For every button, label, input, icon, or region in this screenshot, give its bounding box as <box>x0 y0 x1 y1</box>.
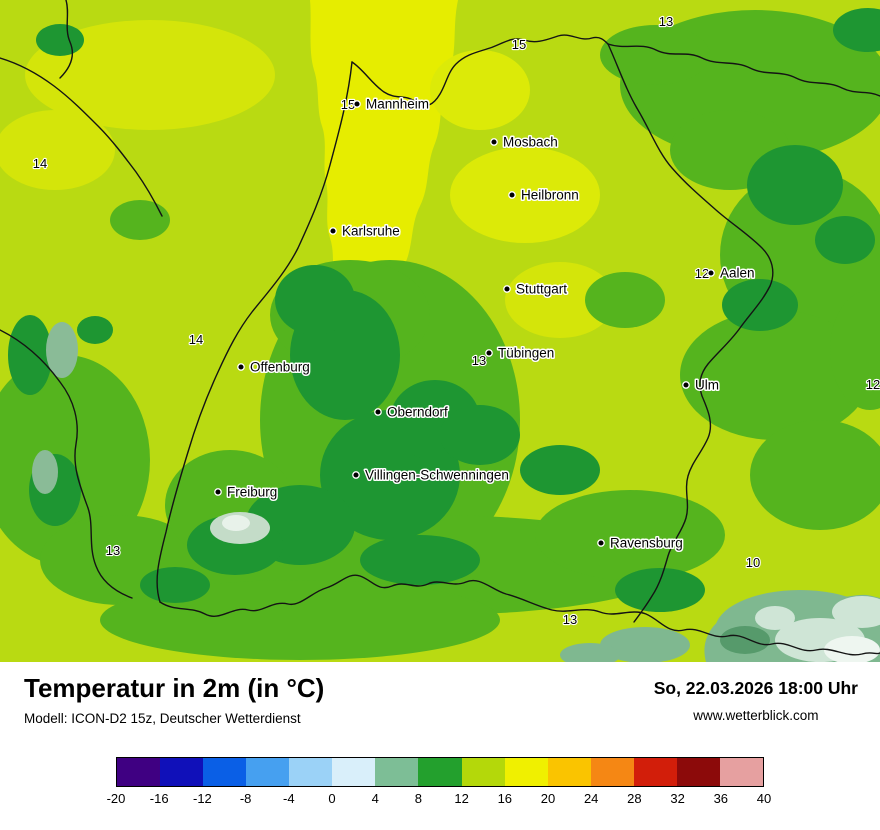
city-marker-aalen: Aalen <box>707 264 756 282</box>
colorbar-tick-label: 32 <box>670 791 685 806</box>
city-marker-stuttgart: Stuttgart <box>503 280 569 298</box>
colorbar-segment <box>117 758 161 786</box>
city-label: Ravensburg <box>610 536 683 551</box>
city-marker-t-bingen: Tübingen <box>485 344 556 362</box>
model-info: Modell: ICON-D2 15z, Deutscher Wetterdie… <box>24 710 301 726</box>
city-marker-offenburg: Offenburg <box>237 358 311 376</box>
temperature-value-label: 15 <box>341 97 355 112</box>
cold-teal-regions <box>32 322 880 662</box>
city-marker-mosbach: Mosbach <box>490 133 559 151</box>
colorbar-segment <box>504 758 548 786</box>
temperature-value-label: 13 <box>472 353 486 368</box>
city-label: Mosbach <box>503 135 558 150</box>
footer-left: Temperatur in 2m (in °C) Modell: ICON-D2… <box>24 674 324 726</box>
city-label: Heilbronn <box>521 188 579 203</box>
colorbar-tick-label: 24 <box>583 791 599 806</box>
city-dot-icon <box>508 191 516 199</box>
city-dot-icon <box>597 539 605 547</box>
city-dot-icon <box>374 408 382 416</box>
colorbar-segment <box>375 758 419 786</box>
city-label: Freiburg <box>227 485 277 500</box>
city-marker-villingen-schwenningen: Villingen-Schwenningen <box>352 466 510 484</box>
colorbar-legend: -20 -16 -12 -8 -4 0 4 8 12 16 20 24 28 32 36 40 <box>107 757 772 809</box>
city-dot-icon <box>237 363 245 371</box>
colorbar-segment <box>289 758 333 786</box>
city-dot-icon <box>503 285 511 293</box>
colorbar-tick-label: -12 <box>192 791 212 806</box>
colorbar-segment <box>203 758 247 786</box>
city-dot-icon <box>707 269 715 277</box>
city-dot-icon <box>682 381 690 389</box>
valid-datetime: So, 22.03.2026 18:00 Uhr <box>653 678 858 698</box>
colorbar-tick-label: 4 <box>371 791 379 806</box>
colorbar-segment <box>719 758 763 786</box>
city-marker-ulm: Ulm <box>682 376 721 394</box>
temperature-value-label: 14 <box>189 332 203 347</box>
city-marker-freiburg: Freiburg <box>214 483 279 501</box>
colorbar-tick-label: 12 <box>454 791 469 806</box>
temperature-value-label: 14 <box>33 156 47 171</box>
footer-right: So, 22.03.2026 18:00 Uhr www.wetterblick… <box>654 674 858 723</box>
temperature-value-label: 13 <box>106 543 120 558</box>
city-marker-oberndorf: Oberndorf <box>374 403 450 421</box>
colorbar-tick-label: 40 <box>756 791 772 806</box>
border-lines <box>0 0 880 656</box>
city-dot-icon <box>329 227 337 235</box>
colorbar-segment <box>246 758 290 786</box>
city-label: Ulm <box>695 378 719 393</box>
temperature-value-label: 10 <box>746 555 760 570</box>
footer-panel: Temperatur in 2m (in °C) Modell: ICON-D2… <box>0 662 880 726</box>
city-dot-icon <box>214 488 222 496</box>
colorbar-tick-label: -4 <box>283 791 295 806</box>
city-label: Karlsruhe <box>342 224 400 239</box>
colorbar-segment <box>547 758 591 786</box>
map-area: 15 13 14 15 14 13 12 12 13 10 13 Mannheim Mosbach He… <box>0 0 880 662</box>
colorbar-tick-label: 28 <box>627 791 642 806</box>
colorbar-tick-labels: -20 -16 -12 -8 -4 0 4 8 12 16 20 24 28 32 36 40 <box>107 791 772 809</box>
colorbar-segment <box>461 758 505 786</box>
colorbar-tick-label: 36 <box>713 791 729 806</box>
colorbar-tick-label: -16 <box>149 791 169 806</box>
colorbar-tick-label: -20 <box>106 791 126 806</box>
city-dot-icon <box>485 349 493 357</box>
city-label: Stuttgart <box>516 282 567 297</box>
city-dot-icon <box>353 100 361 108</box>
colorbar-segment <box>590 758 634 786</box>
colorbar-segment <box>418 758 462 786</box>
colorbar-tick-label: 20 <box>540 791 556 806</box>
city-label: Oberndorf <box>387 405 448 420</box>
colorbar-segment <box>633 758 677 786</box>
city-markers-layer: Mannheim Mosbach Heilbronn Karlsruhe Stuttga… <box>214 95 756 552</box>
website-url: www.wetterblick.com <box>693 708 819 723</box>
city-label: Villingen-Schwenningen <box>365 468 509 483</box>
city-dot-icon <box>490 138 498 146</box>
temperature-value-label: 12 <box>866 377 880 392</box>
colorbar-segment <box>676 758 720 786</box>
city-marker-ravensburg: Ravensburg <box>597 534 684 552</box>
temperature-value-label: 13 <box>563 612 577 627</box>
warm-yellow-regions <box>0 0 615 339</box>
city-marker-heilbronn: Heilbronn <box>508 186 580 204</box>
temperature-value-label: 13 <box>659 14 673 29</box>
temperature-value-label: 15 <box>512 37 526 52</box>
city-label: Aalen <box>720 266 755 281</box>
colorbar-segment <box>332 758 376 786</box>
temperature-labels-layer: 15 13 14 15 14 13 12 12 13 10 13 <box>32 13 880 628</box>
colorbar-tick-label: -8 <box>239 791 252 806</box>
city-dot-icon <box>352 471 360 479</box>
city-label: Offenburg <box>250 360 310 375</box>
colorbar-tick-label: 8 <box>414 791 423 806</box>
colorbar-tick-label: 0 <box>328 791 336 806</box>
temperature-value-label: 12 <box>695 266 709 281</box>
temperature-map: 15 13 14 15 14 13 12 12 13 10 13 Mannheim Mosbach He… <box>0 0 880 662</box>
city-marker-mannheim: Mannheim <box>353 95 431 113</box>
city-label: Tübingen <box>498 346 554 361</box>
colorbar-scale <box>116 757 764 787</box>
colorbar-segment <box>160 758 204 786</box>
city-label: Mannheim <box>366 97 429 112</box>
page-title: Temperatur in 2m (in °C) <box>24 673 325 703</box>
city-marker-karlsruhe: Karlsruhe <box>329 222 401 240</box>
colorbar-tick-label: 16 <box>497 791 513 806</box>
